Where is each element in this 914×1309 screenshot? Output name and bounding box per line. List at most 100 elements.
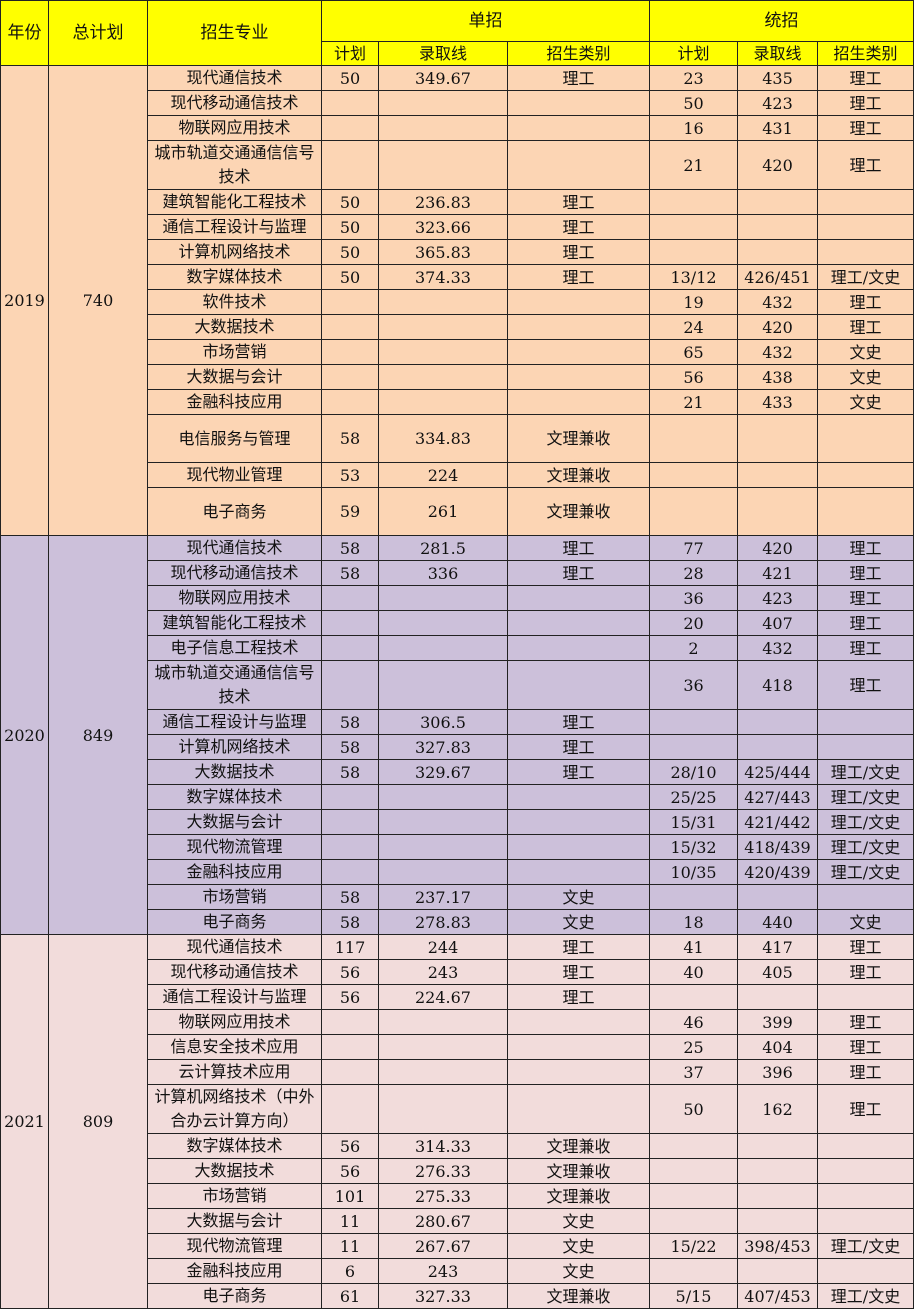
table-row: 2020 849 现代通信技术 58 281.5 理工 77 420 理工 — [0, 535, 914, 935]
table-row: 建筑智能化工程技术 20 407 理工 — [0, 610, 914, 636]
unified-score-cell: 440 — [737, 909, 818, 935]
single-plan-cell — [321, 635, 379, 661]
single-plan-cell: 117 — [321, 934, 379, 960]
unified-score-cell — [737, 709, 818, 735]
single-category-cell — [507, 660, 650, 710]
unified-plan-cell — [649, 1258, 738, 1284]
year-cell: 2021 — [0, 934, 49, 1309]
unified-category-cell — [817, 1258, 914, 1284]
major-cell: 通信工程设计与监理 — [147, 214, 322, 240]
unified-category-cell: 理工 — [817, 1009, 914, 1035]
unified-score-cell: 420 — [737, 314, 818, 340]
unified-plan-cell: 18 — [649, 909, 738, 935]
single-category-cell — [507, 1034, 650, 1060]
unified-plan-cell: 25/25 — [649, 784, 738, 810]
major-cell: 电子信息工程技术 — [147, 635, 322, 661]
table-row: 通信工程设计与监理 56 224.67 理工 — [0, 984, 914, 1010]
major-cell: 数字媒体技术 — [147, 264, 322, 290]
unified-category-cell — [817, 884, 914, 910]
header-single-category: 招生类别 — [507, 41, 650, 66]
unified-score-cell — [737, 462, 818, 488]
major-cell: 城市轨道交通通信信号技术 — [147, 660, 322, 710]
single-score-cell: 329.67 — [378, 759, 508, 785]
unified-plan-cell: 50 — [649, 1084, 738, 1134]
single-category-cell — [507, 339, 650, 365]
single-score-cell — [378, 1009, 508, 1035]
single-category-cell: 理工 — [507, 734, 650, 760]
unified-plan-cell: 41 — [649, 934, 738, 960]
single-category-cell: 文理兼收 — [507, 1283, 650, 1309]
unified-category-cell: 文史 — [817, 364, 914, 390]
major-cell: 建筑智能化工程技术 — [147, 610, 322, 636]
single-score-cell — [378, 90, 508, 116]
unified-category-cell: 理工 — [817, 1084, 914, 1134]
major-cell: 现代通信技术 — [147, 65, 322, 91]
unified-plan-cell: 56 — [649, 364, 738, 390]
major-cell: 现代通信技术 — [147, 934, 322, 960]
unified-plan-cell — [649, 414, 738, 463]
single-category-cell: 理工 — [507, 984, 650, 1010]
single-score-cell: 323.66 — [378, 214, 508, 240]
single-plan-cell: 58 — [321, 414, 379, 463]
unified-plan-cell: 13/12 — [649, 264, 738, 290]
major-cell: 物联网应用技术 — [147, 115, 322, 141]
unified-plan-cell: 24 — [649, 314, 738, 340]
single-plan-cell — [321, 834, 379, 860]
single-score-cell — [378, 339, 508, 365]
major-cell: 大数据技术 — [147, 314, 322, 340]
single-score-cell: 267.67 — [378, 1233, 508, 1259]
single-plan-cell — [321, 364, 379, 390]
major-cell: 计算机网络技术 — [147, 734, 322, 760]
single-plan-cell — [321, 339, 379, 365]
major-cell: 电子商务 — [147, 1283, 322, 1309]
unified-category-cell: 理工/文史 — [817, 1233, 914, 1259]
table-row: 现代物流管理 11 267.67 文史 15/22 398/453 理工/文史 — [0, 1233, 914, 1259]
major-cell: 数字媒体技术 — [147, 1133, 322, 1159]
major-cell: 金融科技应用 — [147, 389, 322, 415]
single-score-cell: 327.33 — [378, 1283, 508, 1309]
unified-score-cell — [737, 734, 818, 760]
unified-category-cell: 文史 — [817, 339, 914, 365]
unified-score-cell: 433 — [737, 389, 818, 415]
table-row: 大数据与会计 56 438 文史 — [0, 364, 914, 390]
unified-plan-cell — [649, 1158, 738, 1184]
single-plan-cell — [321, 115, 379, 141]
single-category-cell — [507, 140, 650, 190]
major-cell: 建筑智能化工程技术 — [147, 189, 322, 215]
single-score-cell: 261 — [378, 487, 508, 536]
single-score-cell: 306.5 — [378, 709, 508, 735]
table-row: 大数据技术 58 329.67 理工 28/10 425/444 理工/文史 — [0, 759, 914, 785]
single-plan-cell: 58 — [321, 759, 379, 785]
unified-plan-cell: 10/35 — [649, 859, 738, 885]
unified-category-cell: 文史 — [817, 389, 914, 415]
single-plan-cell — [321, 809, 379, 835]
unified-category-cell: 理工 — [817, 115, 914, 141]
single-plan-cell — [321, 610, 379, 636]
major-cell: 现代通信技术 — [147, 535, 322, 561]
unified-score-cell: 407 — [737, 610, 818, 636]
unified-category-cell: 理工 — [817, 560, 914, 586]
unified-plan-cell: 2 — [649, 635, 738, 661]
major-cell: 软件技术 — [147, 289, 322, 315]
unified-score-cell: 418 — [737, 660, 818, 710]
unified-score-cell: 427/443 — [737, 784, 818, 810]
single-category-cell: 文史 — [507, 909, 650, 935]
header-unified-category: 招生类别 — [817, 41, 914, 66]
year-cell: 2020 — [0, 535, 49, 935]
major-cell: 物联网应用技术 — [147, 1009, 322, 1035]
unified-plan-cell — [649, 487, 738, 536]
single-score-cell: 278.83 — [378, 909, 508, 935]
unified-score-cell — [737, 884, 818, 910]
single-score-cell: 244 — [378, 934, 508, 960]
unified-plan-cell: 5/15 — [649, 1283, 738, 1309]
unified-category-cell: 理工/文史 — [817, 834, 914, 860]
unified-score-cell — [737, 239, 818, 265]
table-row: 电子商务 58 278.83 文史 18 440 文史 — [0, 909, 914, 935]
unified-plan-cell: 16 — [649, 115, 738, 141]
single-category-cell — [507, 1059, 650, 1085]
major-cell: 现代物流管理 — [147, 1233, 322, 1259]
table-row: 市场营销 58 237.17 文史 — [0, 884, 914, 910]
single-score-cell — [378, 1059, 508, 1085]
single-score-cell: 314.33 — [378, 1133, 508, 1159]
unified-plan-cell: 25 — [649, 1034, 738, 1060]
